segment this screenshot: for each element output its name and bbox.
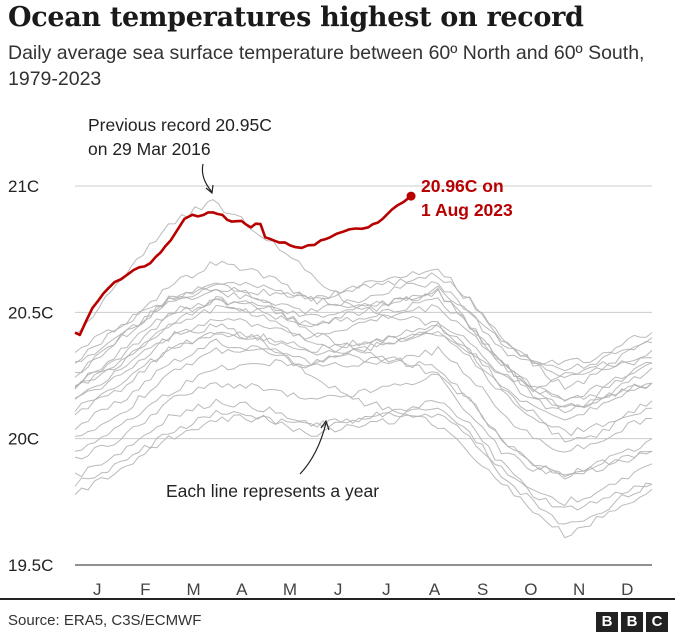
y-tick-label: 20C	[8, 430, 39, 449]
x-tick-label: J	[382, 580, 391, 595]
series-line-2012	[74, 330, 653, 443]
annotation-previous-record-line: Previous record 20.95C	[88, 115, 272, 135]
series-line-1985	[74, 409, 653, 525]
annotation-previous-record-line: on 29 Mar 2016	[88, 139, 211, 159]
annotation-current-record-line: 1 Aug 2023	[421, 200, 513, 220]
chart-area: 21C 20.5C 20C 19.5C J F M A M J J A S O N D Previous r…	[8, 115, 653, 595]
series-line-2023	[74, 195, 412, 337]
record-point-2023	[406, 191, 416, 201]
year-2023-line	[74, 191, 416, 337]
source-note: Source: ERA5, C3S/ECMWF	[8, 612, 202, 629]
x-tick-label: A	[429, 580, 441, 595]
annotation-arrow-previous	[201, 163, 213, 193]
annotations: Previous record 20.95C on 29 Mar 2016 20.9…	[88, 115, 513, 501]
x-tick-label: J	[93, 580, 102, 595]
annotation-previous-record: Previous record 20.95C on 29 Mar 2016	[88, 115, 272, 159]
x-tick-label: M	[283, 580, 297, 595]
series-line-2022	[74, 281, 653, 372]
series-line-2000	[74, 373, 653, 476]
x-tick-label: J	[334, 580, 343, 595]
x-tick-label: M	[186, 580, 200, 595]
series-line-1982	[74, 399, 653, 507]
y-tick-label: 21C	[8, 177, 39, 196]
annotation-arrow-each-line	[299, 422, 327, 475]
series-line-2020	[74, 260, 653, 379]
annotation-each-line-line: Each line represents a year	[166, 481, 379, 501]
annotation-current-record: 20.96C on 1 Aug 2023	[421, 176, 513, 220]
annotation-each-line: Each line represents a year	[166, 481, 379, 501]
series-line-2005	[74, 338, 653, 453]
series-line-2015	[74, 285, 653, 388]
bbc-logo-b1: B	[596, 612, 618, 632]
gridlines	[75, 185, 652, 566]
series-line-2016	[74, 199, 653, 393]
series-line-2009	[74, 331, 653, 437]
series-line-2017	[74, 281, 653, 402]
series-line-1983	[74, 323, 653, 539]
series-line-1989	[74, 398, 653, 511]
x-tick-label: A	[236, 580, 248, 595]
historical-year-lines	[74, 199, 653, 539]
y-tick-label: 20.5C	[8, 303, 53, 322]
x-tick-label: O	[524, 580, 537, 595]
series-line-2019	[74, 272, 653, 390]
x-tick-label: N	[573, 580, 585, 595]
y-axis-labels: 21C 20.5C 20C 19.5C	[8, 177, 53, 575]
series-line-1997	[74, 322, 653, 452]
bbc-logo-c: C	[646, 612, 668, 632]
series-line-1998	[74, 283, 653, 478]
x-tick-label: S	[477, 580, 488, 595]
chart-subtitle: Daily average sea surface temperature be…	[8, 42, 645, 90]
annotation-arrowhead-each-line	[320, 419, 330, 431]
chart-title: Ocean temperatures highest on record	[8, 2, 584, 33]
x-tick-label: D	[621, 580, 633, 595]
annotation-current-record-line: 20.96C on	[421, 176, 504, 196]
series-line-2021	[74, 288, 653, 401]
y-tick-label: 19.5C	[8, 556, 53, 575]
x-tick-label: F	[140, 580, 150, 595]
bbc-logo-b2: B	[621, 612, 643, 632]
footer-divider	[0, 598, 675, 600]
annotation-arrowhead-previous	[205, 184, 214, 195]
